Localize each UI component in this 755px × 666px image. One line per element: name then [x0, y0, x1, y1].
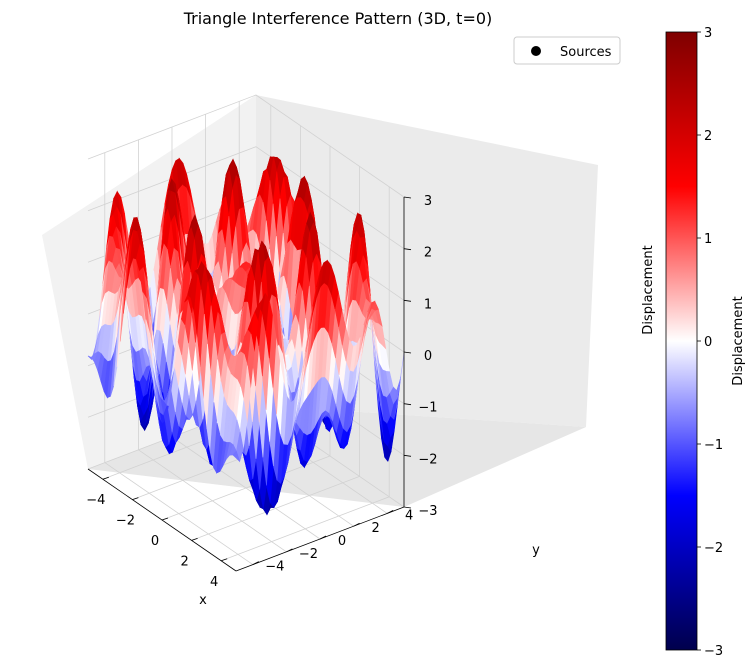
x-tick-mark — [221, 558, 228, 562]
x-axis-ticks: −4 −2 0 2 4 — [86, 476, 228, 590]
y-axis-ticks: −4 −2 0 2 4 — [252, 508, 413, 575]
colorbar: −3 −2 −1 0 1 2 3 Displacement — [665, 26, 746, 659]
colorbar-tick-label: −1 — [704, 438, 723, 453]
x-tick-mark — [102, 476, 109, 480]
y-tick-mark — [353, 522, 360, 527]
z-tick-mark — [403, 196, 412, 199]
colorbar-tick-label: −3 — [704, 644, 723, 659]
x-tick-label: 4 — [210, 575, 218, 590]
z-tick-label: 3 — [424, 194, 432, 209]
y-tick-label: −2 — [299, 547, 318, 562]
x-tick-label: 0 — [151, 534, 159, 549]
y-tick-mark — [252, 561, 259, 565]
z-tick-mark — [403, 351, 412, 354]
z-tick-label: −2 — [418, 452, 437, 467]
axes-3d — [42, 94, 598, 572]
x-tick-label: −4 — [86, 493, 105, 508]
y-tick-label: 0 — [338, 534, 346, 549]
x-tick-mark — [132, 497, 139, 500]
z-tick-mark — [403, 299, 412, 302]
x-tick-mark — [161, 517, 169, 521]
surface-patch — [232, 450, 240, 462]
grid-line-z-6 — [87, 94, 405, 198]
chart-title: Triangle Interference Pattern (3D, t=0) — [183, 9, 493, 28]
colorbar-ticks: −3 −2 −1 0 1 2 3 — [697, 26, 723, 659]
y-tick-label: 2 — [371, 521, 379, 536]
x-tick-label: −2 — [116, 514, 135, 529]
y-tick-label: −4 — [265, 560, 284, 575]
colorbar-tick-label: −2 — [704, 541, 723, 556]
y-tick-label: 4 — [405, 508, 413, 523]
colorbar-tick-label: 3 — [704, 26, 712, 41]
colorbar-gradient — [665, 31, 698, 651]
z-tick-mark — [403, 506, 412, 509]
z-tick-label: 2 — [424, 246, 432, 261]
surface-plot — [87, 155, 405, 516]
colorbar-tick-label: 0 — [704, 335, 712, 350]
y-tick-mark — [286, 548, 293, 553]
x-tick-mark — [191, 538, 198, 541]
z-tick-label: 1 — [424, 297, 432, 312]
z-tick-mark — [403, 403, 412, 406]
legend-label-sources: Sources — [560, 45, 612, 60]
legend-box — [513, 36, 621, 65]
y-tick-mark — [319, 535, 327, 540]
colorbar-tick-label: 2 — [704, 129, 712, 144]
z-tick-label: −3 — [418, 504, 437, 519]
grid-line-z-5 — [87, 146, 405, 250]
z-tick-mark — [403, 454, 412, 457]
legend-marker-sources — [531, 46, 541, 56]
y-tick-mark — [387, 510, 394, 514]
x-tick-label: 2 — [180, 554, 188, 569]
z-axis-ticks: −3 −2 −1 0 1 2 3 — [403, 194, 438, 519]
z-tick-label: 0 — [424, 349, 432, 364]
z-tick-label: −1 — [418, 401, 437, 416]
colorbar-tick-label: 1 — [704, 232, 712, 247]
legend: Sources — [513, 36, 621, 65]
z-tick-mark — [403, 248, 412, 251]
colorbar-label: Displacement — [731, 296, 746, 385]
y-axis-label: y — [532, 543, 540, 558]
z-axis-label: Displacement — [641, 245, 656, 334]
x-axis-label: x — [199, 593, 207, 608]
